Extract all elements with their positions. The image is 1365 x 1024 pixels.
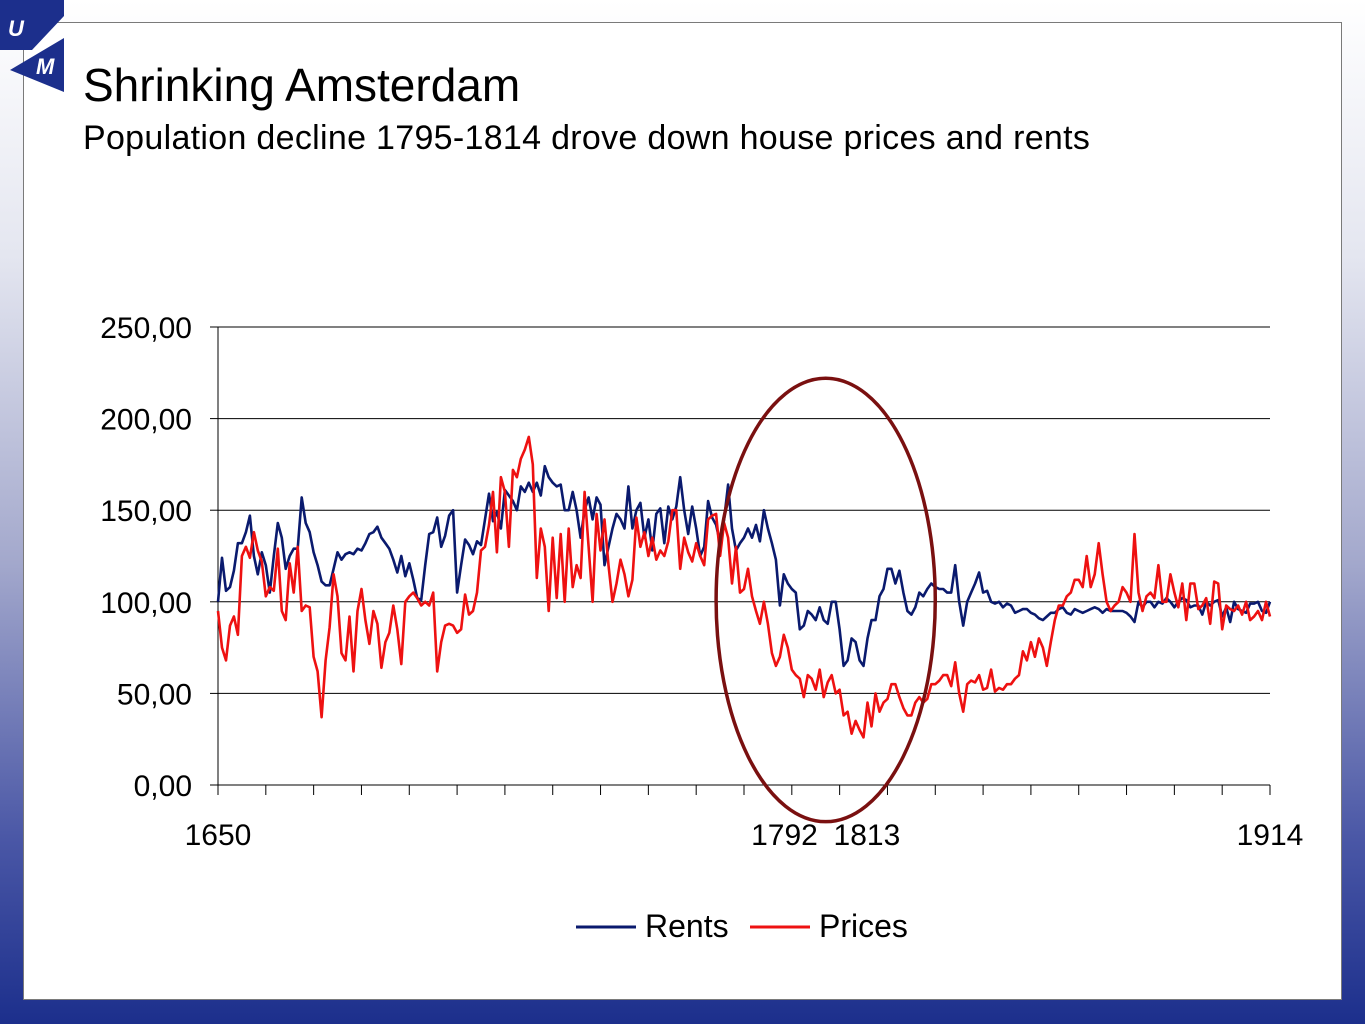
logo-letter-m: M: [36, 54, 55, 79]
logo-letter-u: U: [8, 16, 25, 41]
logo-shape-bottom: [10, 38, 64, 92]
y-tick-label: 200,00: [100, 404, 192, 437]
y-tick-label: 250,00: [100, 312, 192, 345]
slide-subtitle: Population decline 1795-1814 drove down …: [83, 119, 1091, 157]
legend-label-rents: Rents: [645, 908, 729, 944]
y-axis-ticks: 0,00 50,00 100,00 150,00 200,00 250,00: [100, 312, 218, 803]
x-tick-label: 1792: [751, 819, 818, 852]
x-tick-label: 1650: [185, 819, 252, 852]
um-logo-icon: U M: [0, 0, 64, 92]
x-tick-label: 1813: [834, 819, 901, 852]
y-tick-label: 100,00: [100, 587, 192, 620]
slide-frame: [23, 22, 1342, 1000]
series-lines: [216, 435, 1272, 739]
y-tick-label: 50,00: [117, 678, 192, 711]
highlight-ellipse: [714, 376, 938, 824]
series-line-rents: [216, 464, 1272, 668]
series-line-prices: [216, 435, 1272, 739]
y-tick-label: 0,00: [134, 770, 192, 803]
x-axis: 1650 1792 1813 1914: [185, 327, 1304, 852]
gridlines: [218, 326, 1270, 786]
x-tick-label: 1914: [1237, 819, 1304, 852]
logo-shape-top: [0, 0, 64, 50]
y-tick-label: 150,00: [100, 495, 192, 528]
slide-title: Shrinking Amsterdam: [83, 59, 521, 111]
legend: Rents Prices: [576, 908, 908, 944]
highlight-ellipse-group: [714, 376, 938, 824]
legend-label-prices: Prices: [819, 908, 908, 944]
